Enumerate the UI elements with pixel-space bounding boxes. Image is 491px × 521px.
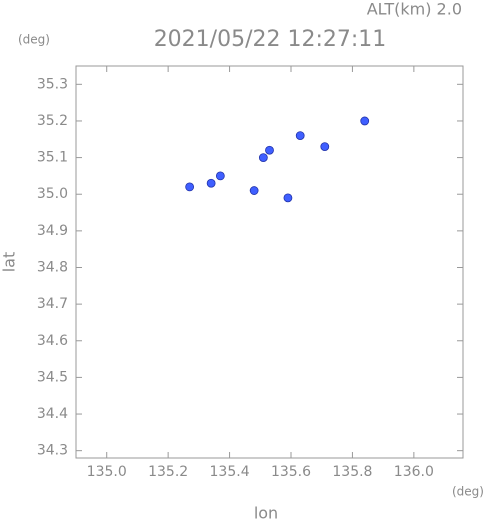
x-tick-label: 135.6 [271,464,311,480]
y-tick-label: 34.9 [37,223,68,239]
chart-subtitle: ALT(km) 2.0 [367,0,462,19]
x-unit: (deg) [452,485,484,499]
x-tick-label: 135.2 [148,464,188,480]
x-tick-label: 135.8 [332,464,372,480]
y-tick-label: 35.1 [37,150,68,166]
x-tick-label: 135.4 [210,464,250,480]
y-unit: (deg) [18,33,50,47]
echo-point [258,153,268,162]
y-tick-label: 35.0 [37,186,68,202]
y-tick-label: 34.5 [37,369,68,385]
x-tick-label: 135.0 [87,464,127,480]
echo-point [283,193,293,203]
y-tick-label: 34.3 [37,443,68,459]
chart-title: 2021/05/22 12:27:11 [154,27,387,52]
echo-point [265,145,274,155]
y-tick-label: 35.3 [37,76,68,92]
y-tick-label: 34.7 [37,296,68,312]
y-tick-label: 35.2 [37,113,68,129]
echo-point [206,178,216,188]
echo-point [320,142,330,151]
y-axis-label: lat [0,252,19,273]
echo-point [215,171,225,181]
echo-point [185,182,195,192]
echo-point [249,186,259,195]
echo-point [360,116,370,126]
plot-frame [75,65,464,459]
y-tick-label: 34.6 [37,333,68,349]
y-tick-label: 34.8 [37,259,68,275]
x-axis-label: lon [254,504,278,521]
x-tick-label: 136.0 [394,464,434,480]
echo-point [295,131,305,141]
y-tick-label: 34.4 [37,406,68,422]
